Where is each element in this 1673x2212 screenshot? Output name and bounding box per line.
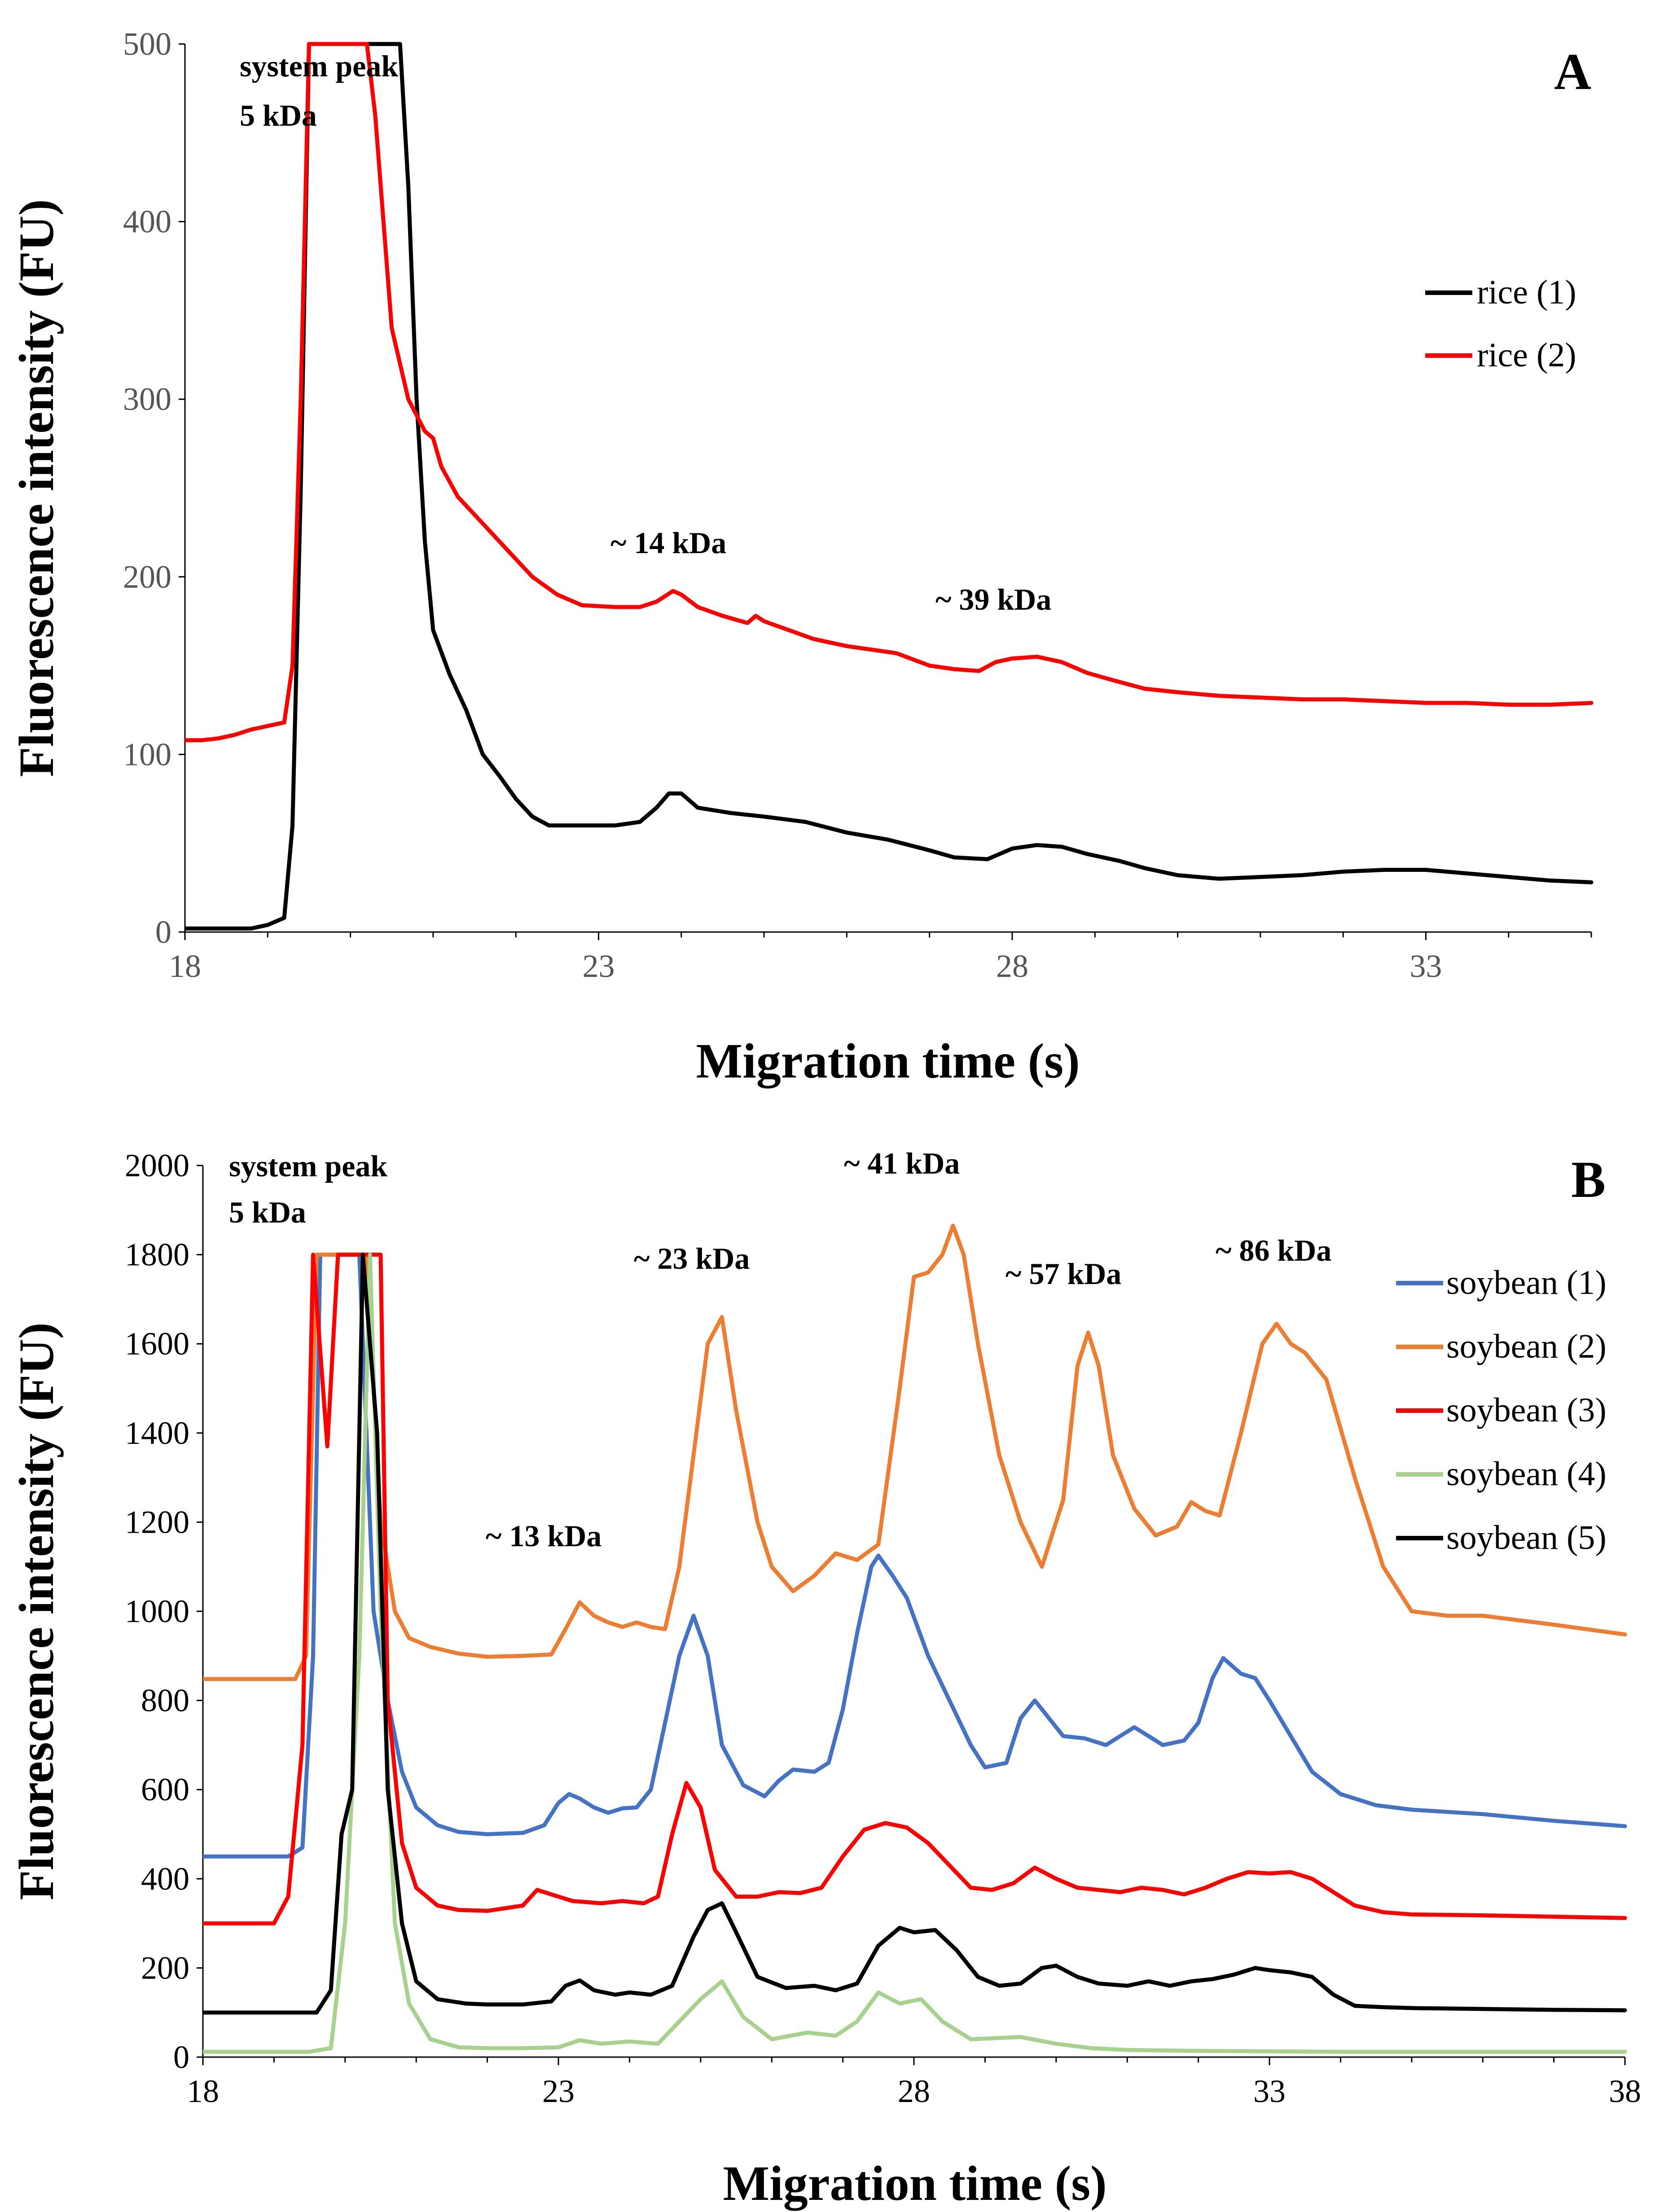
panel-a-series-line-rice-1	[185, 42, 1594, 931]
panel-b-y-tick-label: 400	[141, 1861, 189, 1897]
panel-b-y-tick-label: 200	[141, 1950, 189, 1986]
panel-a-x-tick-label: 28	[996, 948, 1028, 984]
panel-a-y-tick-label: 500	[123, 26, 171, 62]
panel-b-series-line-soybean-3	[203, 1253, 1627, 1926]
panel-b-y-tick-label: 0	[173, 2039, 189, 2075]
panel-b-series-line-soybean-2	[203, 1223, 1627, 1681]
panel-b-y-tick-label: 800	[141, 1683, 189, 1719]
panel-b-y-axis-title: Fluorescence intensity (FU)	[9, 1322, 64, 1900]
panel-a-x-tick-label: 18	[169, 948, 201, 984]
panel-b-y-tick-label: 1600	[125, 1326, 189, 1362]
legend-label-rice-2: rice (2)	[1477, 336, 1576, 374]
panel-b-y-tick-label: 1800	[125, 1237, 189, 1273]
panel-a-y-tick-label: 200	[123, 559, 171, 595]
panel-b-series-line-soybean-5	[203, 1253, 1627, 2015]
panel-b-y-tick-label: 600	[141, 1772, 189, 1807]
legend-label-soybean-5: soybean (5)	[1446, 1519, 1607, 1557]
panel-b-series-group	[203, 1223, 1627, 2054]
panel-b-x-tick-label: 38	[1609, 2073, 1641, 2109]
panel-a: 0 100 200 300 400 500 18 23 28 33 Fluorescence in…	[9, 26, 1594, 1088]
panel-b-x-tick-label: 33	[1253, 2073, 1286, 2109]
panel-a-label: A	[1554, 43, 1591, 100]
panel-a-x-tick-label: 23	[582, 948, 615, 984]
panel-b-legend: soybean (1) soybean (2) soybean (3) soyb…	[1396, 1264, 1607, 1557]
panel-b-x-tick-label: 28	[898, 2073, 930, 2109]
panel-b-annotation-23kda: ~ 23 kDa	[634, 1241, 750, 1275]
panel-b-ticks	[197, 1165, 1626, 2065]
legend-label-soybean-3: soybean (3)	[1446, 1391, 1607, 1429]
panel-b-y-tick-label: 1000	[125, 1593, 189, 1629]
legend-label-soybean-4: soybean (4)	[1446, 1455, 1607, 1493]
panel-b-x-tick-label: 18	[187, 2073, 219, 2109]
panel-a-y-tick-label: 0	[155, 914, 171, 950]
panel-a-annotation-14kda: ~ 14 kDa	[610, 526, 726, 560]
panel-a-tick-labels: 0 100 200 300 400 500 18 23 28 33	[123, 26, 1442, 984]
panel-a-y-tick-label: 400	[123, 204, 171, 240]
panel-b-y-tick-label: 1200	[125, 1504, 189, 1540]
panel-a-x-tick-label: 33	[1410, 948, 1442, 984]
panel-b-x-tick-label: 23	[542, 2073, 575, 2109]
panel-b-y-tick-label: 1400	[125, 1415, 189, 1451]
panel-a-y-axis-title: Fluorescence intensity (FU)	[9, 199, 64, 777]
panel-b-tick-labels: 0 200 400 600 800 1000 1200 1400 1600 1800 2000 18 2…	[125, 1148, 1641, 2109]
legend-label-soybean-2: soybean (2)	[1446, 1328, 1607, 1365]
panel-b-y-tick-label: 2000	[125, 1148, 189, 1183]
panel-a-annotation-5kda: 5 kDa	[240, 98, 317, 132]
legend-label-soybean-1: soybean (1)	[1446, 1264, 1607, 1302]
panel-a-annotation-39kda: ~ 39 kDa	[935, 582, 1051, 616]
panel-b-annotation-system-peak: system peak	[229, 1149, 387, 1183]
panel-a-series-line-rice-2	[185, 42, 1594, 743]
panel-b-annotation-13kda: ~ 13 kDa	[486, 1519, 602, 1553]
panel-a-x-axis-title: Migration time (s)	[696, 1033, 1080, 1088]
panel-b-annotation-41kda: ~ 41 kDa	[844, 1146, 960, 1180]
panel-a-ticks	[179, 43, 1592, 940]
panel-b: 0 200 400 600 800 1000 1200 1400 1600 1800 2000 18 2…	[9, 1146, 1641, 2211]
panel-a-series-group	[185, 42, 1594, 931]
legend-label-rice-1: rice (1)	[1477, 273, 1576, 311]
panel-b-annotation-57kda: ~ 57 kDa	[1006, 1257, 1121, 1291]
panel-b-annotation-86kda: ~ 86 kDa	[1216, 1233, 1331, 1267]
panel-b-x-axis-title: Migration time (s)	[723, 2156, 1107, 2211]
panel-a-annotation-system-peak: system peak	[240, 49, 398, 83]
panel-a-y-tick-label: 100	[123, 736, 171, 772]
panel-a-y-tick-label: 300	[123, 381, 171, 417]
panel-a-legend: rice (1) rice (2)	[1425, 273, 1576, 374]
panel-b-series-line-soybean-1	[203, 1253, 1627, 1859]
panel-b-annotation-5kda: 5 kDa	[229, 1195, 306, 1229]
panel-b-label: B	[1571, 1151, 1606, 1208]
